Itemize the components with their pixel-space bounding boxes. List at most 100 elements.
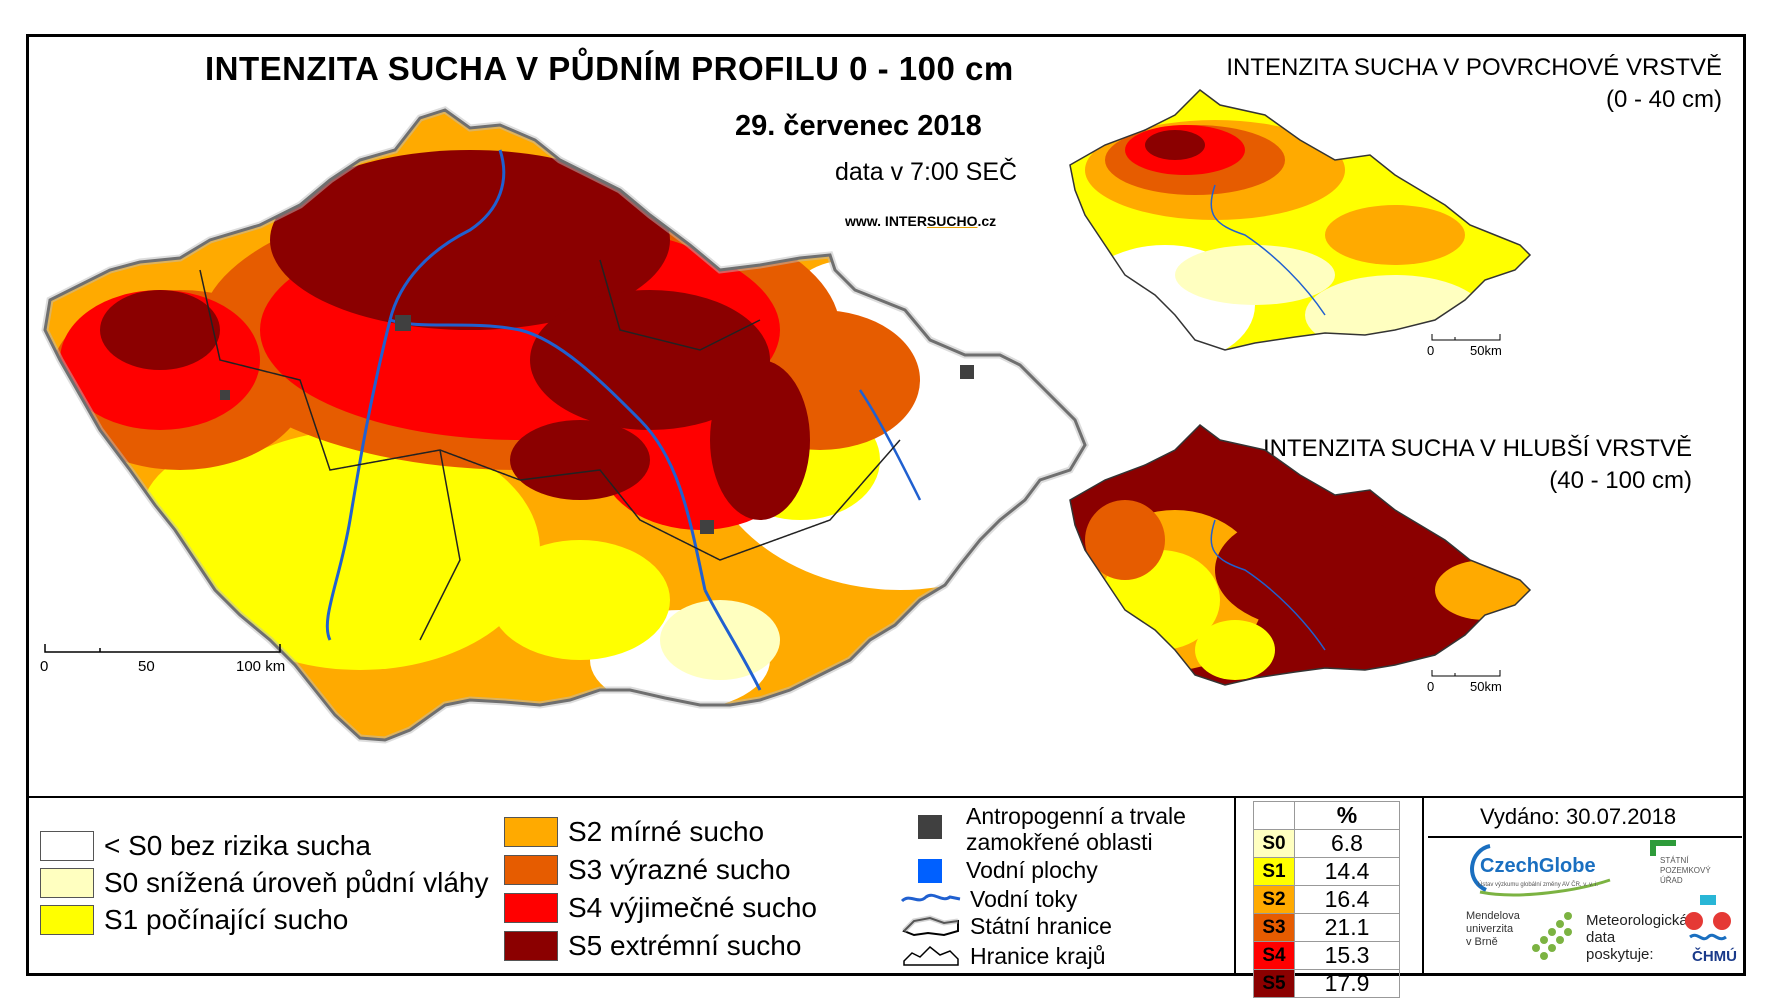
- state-border-icon: [902, 915, 959, 937]
- stats-value: 21.1: [1294, 913, 1400, 942]
- website-link[interactable]: www. INTERSUCHO.cz: [845, 213, 996, 229]
- mendelu-logo-text: Mendelova univerzita v Brně: [1466, 910, 1520, 949]
- meteo-line-2: data: [1586, 929, 1616, 946]
- legend-item-s5: S5 extrémní sucho: [504, 930, 801, 962]
- mendelu-logo-icon: [1532, 912, 1572, 960]
- legend-item-below-s0: < S0 bez rizika sucha: [40, 830, 371, 862]
- river-line-icon: [900, 893, 961, 903]
- surface-scale-bar: [1431, 334, 1501, 341]
- drought-stats-table: % S0 6.8 S1 14.4 S2 16.4 S3 21.1 S4 15.3…: [1253, 801, 1400, 998]
- legend-item-region-border: Hranice krajů: [900, 943, 1106, 969]
- website-brand: SUCHO: [926, 213, 978, 229]
- legend-label-s3: S3 výrazné sucho: [568, 854, 791, 885]
- stats-value: 6.8: [1294, 829, 1400, 858]
- spu-logo-text: STÁTNÍ POZEMKOVÝ ÚŘAD: [1660, 856, 1711, 886]
- deep-drought-map: [1069, 424, 1531, 686]
- mendelu-line-2: univerzita: [1466, 923, 1514, 935]
- stats-code: S5: [1253, 969, 1295, 998]
- legend-item-state-border: Státní hranice: [900, 913, 1112, 939]
- deep-inset-subtitle: (40 - 100 cm): [1549, 467, 1692, 494]
- legend-divider: [26, 796, 1746, 798]
- czechglobe-logo-icon: [1470, 844, 1611, 897]
- legend-swatch-s1: [40, 905, 94, 935]
- main-scale-tick-100: 100 km: [236, 658, 286, 675]
- blue-square-icon: [918, 859, 942, 883]
- legend-item-rivers: Vodní toky: [900, 886, 1077, 912]
- stats-header-empty: [1253, 801, 1295, 830]
- legend-label-s5: S5 extrémní sucho: [568, 930, 802, 961]
- website-prefix: www. INTER: [845, 213, 927, 229]
- legend-item-s0: S0 snížená úroveň půdní vláhy: [40, 867, 488, 899]
- legend-label-s2: S2 mírné sucho: [568, 816, 765, 847]
- stats-right-separator: [1422, 798, 1424, 976]
- region-border-icon: [903, 945, 959, 966]
- website-suffix: .cz: [977, 213, 997, 229]
- legend-swatch-s4: [504, 893, 558, 923]
- legend-label-anthropogenic: Antropogenní a trvale zamokřené oblasti: [966, 803, 1186, 855]
- stats-row: S5 17.9: [1253, 969, 1400, 998]
- chmu-logo-text: ČHMÚ: [1692, 948, 1737, 965]
- legend-label-below-s0: < S0 bez rizika sucha: [104, 830, 371, 861]
- stats-code: S1: [1253, 857, 1295, 886]
- surface-inset-subtitle: (0 - 40 cm): [1605, 86, 1722, 113]
- legend-item-s4: S4 výjimečné sucho: [504, 892, 817, 924]
- stats-value: 16.4: [1294, 885, 1400, 914]
- spu-line-3: ÚŘAD: [1660, 876, 1683, 885]
- legend-label-s4: S4 výjimečné sucho: [568, 892, 818, 923]
- stats-row: S1 14.4: [1253, 857, 1400, 886]
- legend-item-water-bodies: Vodní plochy: [900, 857, 1098, 883]
- legend-swatch-s0: [40, 868, 94, 898]
- chmu-logo-icon: [1685, 895, 1731, 941]
- map-frame: [26, 34, 1746, 976]
- surface-scale-tick-50: 50km: [1470, 343, 1502, 358]
- legend-swatch-s2: [504, 817, 558, 847]
- legend-label-rivers: Vodní toky: [970, 886, 1078, 912]
- czechglobe-logo-subtext: Ústav výzkumu globální změny AV ČR, v. v…: [1478, 882, 1599, 888]
- legend-item-s2: S2 mírné sucho: [504, 816, 764, 848]
- legend-item-s1: S1 počínající sucho: [40, 904, 348, 936]
- stats-row: S2 16.4: [1253, 885, 1400, 914]
- surface-inset-title: INTENZITA SUCHA V POVRCHOVÉ VRSTVĚ: [1226, 54, 1722, 81]
- main-map-time: data v 7:00 SEČ: [835, 158, 1018, 186]
- spu-logo-icon: [1650, 840, 1676, 856]
- stats-row: S4 15.3: [1253, 941, 1400, 970]
- legend-label-water-bodies: Vodní plochy: [966, 857, 1098, 883]
- legend-label-s0: S0 snížená úroveň půdní vláhy: [104, 867, 489, 898]
- main-map-title: INTENZITA SUCHA V PŮDNÍM PROFILU 0 - 100…: [205, 50, 1014, 87]
- main-scale-tick-50: 50: [138, 658, 155, 675]
- main-scale-tick-0: 0: [40, 658, 49, 675]
- legend-swatch-below-s0: [40, 831, 94, 861]
- issued-date: Vydáno: 30.07.2018: [1480, 804, 1677, 829]
- legend-item-s3: S3 výrazné sucho: [504, 854, 791, 886]
- meteo-line-1: Meteorologická: [1586, 912, 1688, 929]
- issued-separator: [1428, 836, 1742, 838]
- legend-label-s1: S1 počínající sucho: [104, 904, 349, 935]
- deep-scale-bar: [1431, 670, 1501, 677]
- deep-scale-tick-0: 0: [1427, 679, 1435, 694]
- legend-swatch-s3: [504, 855, 558, 885]
- legend-label-region-border: Hranice krajů: [970, 943, 1106, 969]
- stats-code: S0: [1253, 829, 1295, 858]
- stats-header-percent: %: [1294, 801, 1400, 830]
- mendelu-line-1: Mendelova: [1466, 910, 1520, 922]
- surface-drought-map: [1069, 89, 1531, 351]
- spu-line-1: STÁTNÍ: [1660, 856, 1689, 865]
- spu-line-2: POZEMKOVÝ: [1660, 866, 1711, 875]
- main-scale-bar: [44, 644, 281, 653]
- legend-swatch-s5: [504, 931, 558, 961]
- surface-scale-tick-0: 0: [1427, 343, 1435, 358]
- legend-item-anthropogenic: Antropogenní a trvale zamokřené oblasti: [900, 803, 1186, 855]
- czechglobe-logo-text: CzechGlobe: [1480, 855, 1596, 877]
- stats-code: S2: [1253, 885, 1295, 914]
- stats-value: 17.9: [1294, 969, 1400, 998]
- deep-inset-title: INTENZITA SUCHA V HLUBŠÍ VRSTVĚ: [1263, 435, 1692, 462]
- dark-square-icon: [918, 815, 942, 839]
- legend-label-state-border: Státní hranice: [970, 913, 1112, 939]
- stats-row: S0 6.8: [1253, 829, 1400, 858]
- stats-value: 15.3: [1294, 941, 1400, 970]
- stats-header-row: %: [1253, 801, 1400, 830]
- deep-scale-tick-50: 50km: [1470, 679, 1502, 694]
- stats-code: S3: [1253, 913, 1295, 942]
- stats-left-separator: [1234, 798, 1236, 976]
